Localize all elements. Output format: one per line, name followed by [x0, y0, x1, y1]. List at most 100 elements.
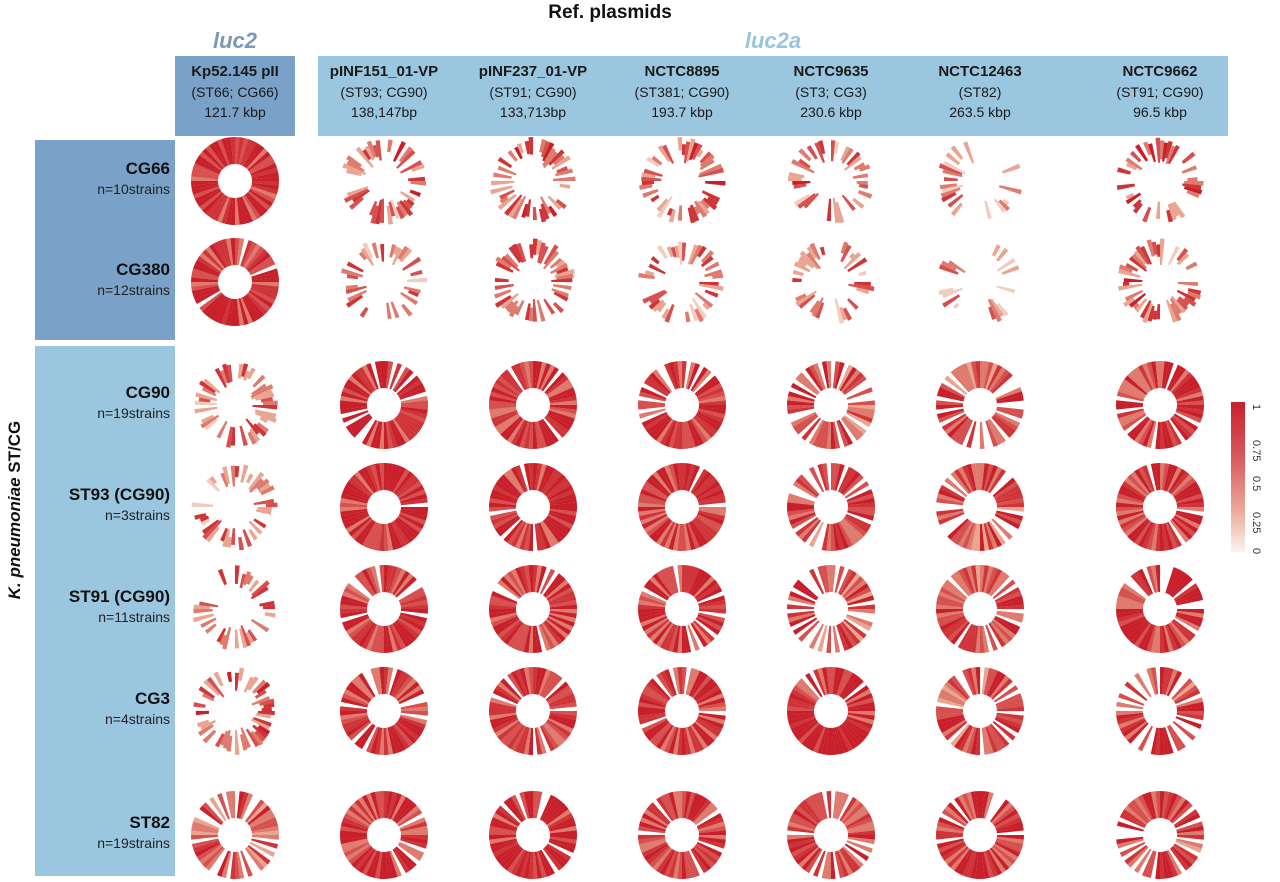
ring-segment: [387, 139, 393, 153]
ring-segment: [681, 523, 687, 551]
ring-segment: [492, 717, 519, 733]
ring-segment: [975, 851, 980, 879]
ring-segment: [549, 406, 577, 415]
ring-segment: [809, 466, 825, 493]
ring-segment: [656, 570, 674, 596]
ring-segment: [1162, 142, 1169, 162]
ring-segment: [390, 301, 400, 319]
ring-segment: [240, 850, 253, 877]
column-header-sub: (ST381; CG90): [634, 84, 730, 100]
ring-segment: [1124, 681, 1148, 702]
ring-segment: [681, 727, 687, 755]
ring-segment: [245, 728, 260, 748]
ring-segment: [542, 621, 563, 645]
ring-segment: [199, 252, 223, 273]
ring-segment: [1127, 372, 1149, 394]
ring-segment: [988, 520, 1006, 546]
ring-segment: [787, 400, 815, 405]
ring-segment: [548, 817, 575, 830]
ring-segment: [535, 240, 542, 255]
ring-segment: [790, 812, 817, 829]
ring-segment: [389, 522, 402, 549]
ring-segment: [942, 169, 963, 178]
ring-segment: [191, 838, 219, 849]
ring-segment: [704, 261, 720, 272]
ring-segment: [677, 137, 683, 151]
ring-segment: [659, 849, 676, 876]
ring-segment: [682, 791, 687, 819]
ring-segment: [349, 196, 364, 210]
ring-segment: [200, 518, 210, 526]
ring-segment: [397, 481, 423, 499]
ring-segment: [936, 493, 964, 504]
ring-segment: [540, 140, 551, 158]
ring-segment: [538, 208, 547, 223]
ring-segment: [549, 508, 577, 517]
ring-segment: [659, 419, 676, 446]
ring-segment: [511, 364, 527, 391]
ring-segment: [798, 158, 811, 169]
ring-segment: [693, 206, 701, 215]
ring-segment: [492, 615, 519, 631]
ring-segment: [1173, 809, 1199, 827]
ring-segment: [660, 466, 676, 493]
ring-segment: [947, 416, 969, 438]
ring-segment: [1168, 622, 1186, 648]
ring-segment: [643, 617, 669, 635]
ring-segment: [1141, 420, 1155, 447]
ring-segment: [697, 200, 710, 215]
ring-segment: [1118, 590, 1145, 604]
ring-segment: [495, 261, 514, 273]
ring-segment: [936, 610, 964, 619]
ring-segment: [826, 625, 831, 654]
ring-segment: [256, 681, 271, 695]
ring-segment: [638, 595, 666, 606]
ring-segment: [556, 266, 569, 275]
ring-segment: [396, 618, 420, 639]
ring-segment: [1138, 466, 1154, 493]
ring-segment: [695, 843, 721, 861]
ring-segment: [1142, 363, 1155, 390]
ring-segment: [497, 375, 521, 396]
ring-segment: [1176, 502, 1204, 508]
ring-segment: [1134, 622, 1152, 648]
ring-segment: [252, 405, 278, 410]
ring-segment: [938, 590, 965, 604]
ring-segment: [992, 579, 1016, 600]
ring-segment: [638, 838, 666, 849]
ring-segment: [979, 625, 985, 653]
ring-segment: [938, 386, 965, 400]
ring-segment: [805, 796, 823, 822]
ring-segment: [400, 405, 428, 410]
ring-segment: [1169, 519, 1190, 543]
ring-segment: [1176, 712, 1204, 721]
ring-segment: [936, 838, 964, 849]
ring-segment: [551, 288, 569, 298]
ring-segment: [1175, 840, 1202, 854]
ring-segment: [1151, 310, 1157, 320]
ring-segment: [846, 489, 873, 502]
ring-segment: [515, 363, 528, 390]
ring-segment: [342, 614, 369, 627]
ring-segment: [396, 516, 420, 537]
ring-segment: [993, 617, 1019, 635]
ring-segment: [943, 177, 958, 181]
ring-segment: [687, 363, 701, 390]
ring-segment: [693, 518, 715, 540]
ring-segment: [839, 724, 857, 750]
ring-segment: [1116, 510, 1144, 521]
ring-segment: [548, 840, 575, 854]
ring-segment: [400, 160, 423, 174]
ring-segment: [830, 421, 836, 449]
ring-segment: [544, 722, 566, 744]
ring-segment: [943, 160, 966, 175]
ring-segment: [387, 421, 398, 449]
ring-segment: [388, 201, 396, 217]
ring-segment: [659, 725, 676, 752]
ring-segment: [532, 851, 538, 879]
ring-segment: [787, 502, 815, 507]
ring-segment: [938, 512, 965, 525]
ring-segment: [938, 816, 965, 830]
ring-segment: [491, 386, 518, 400]
ring-segment: [847, 830, 876, 836]
